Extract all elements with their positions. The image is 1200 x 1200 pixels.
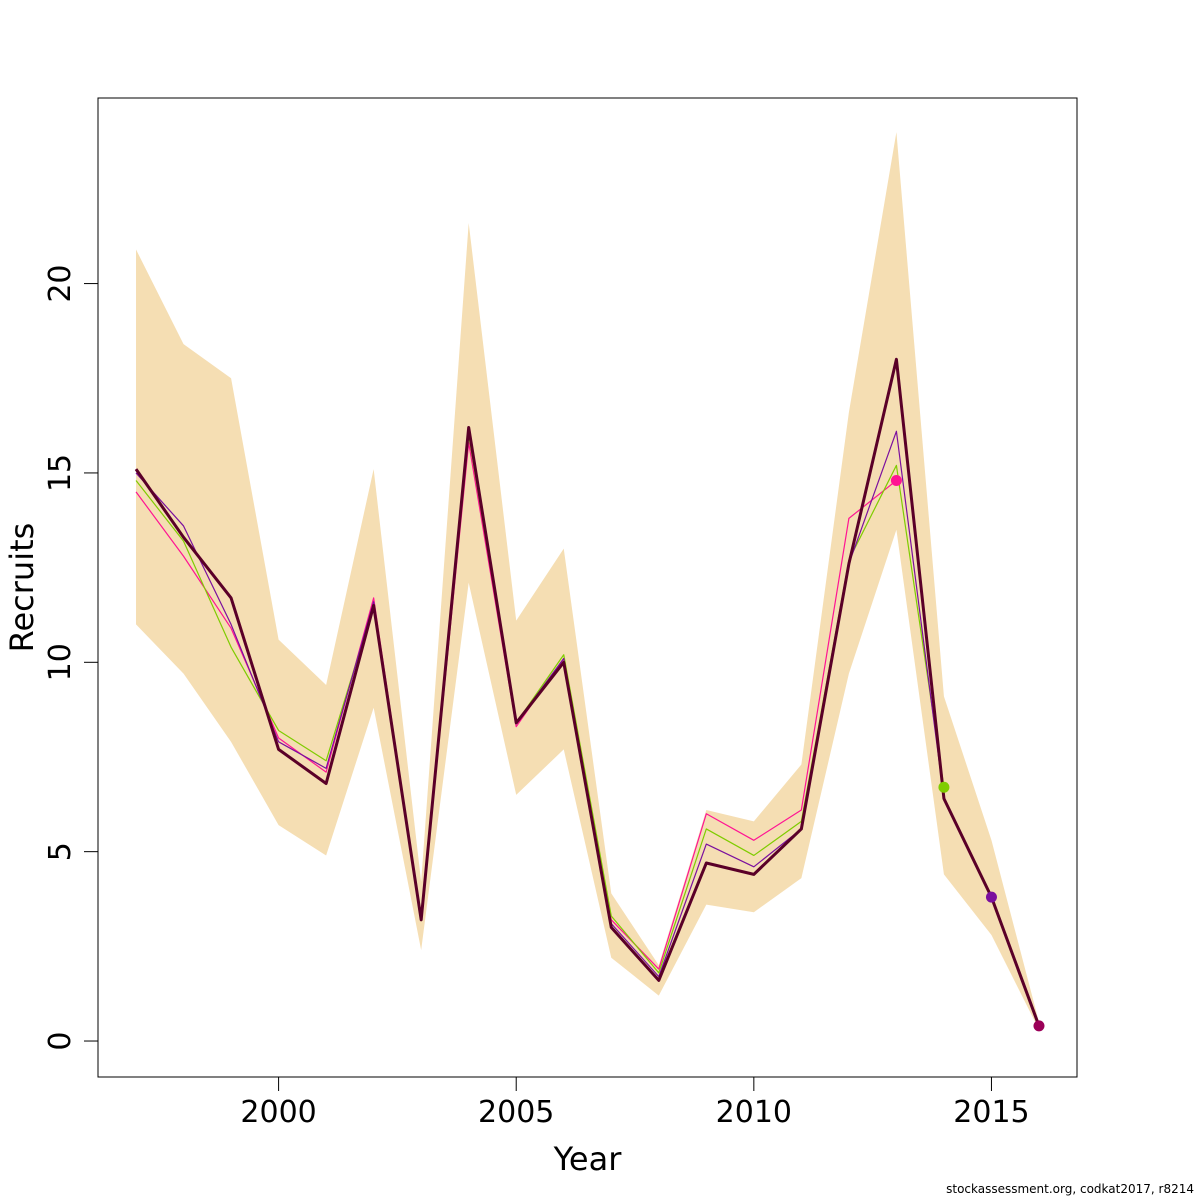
x-tick-label: 2005 — [478, 1095, 554, 1130]
y-tick-label: 10 — [43, 643, 78, 681]
y-tick-label: 15 — [43, 454, 78, 492]
series-layer — [134, 357, 1041, 1027]
series-end-point-1 — [938, 781, 950, 793]
series-end-point-3 — [1033, 1020, 1045, 1032]
y-axis: 0 5 10 15 20 — [43, 264, 99, 1051]
series-end-point-2 — [985, 891, 997, 903]
end-marker-layer — [890, 475, 1045, 1032]
x-axis-title: Year — [553, 1140, 623, 1178]
x-tick-label: 2015 — [953, 1095, 1029, 1130]
x-tick-label: 2010 — [716, 1095, 792, 1130]
y-axis-title: Recruits — [3, 523, 41, 653]
x-axis: 2000 2005 2010 2015 — [240, 1076, 1030, 1130]
footer-credit: stockassessment.org, codkat2017, r8214 — [946, 1182, 1194, 1196]
y-tick-label: 20 — [43, 264, 78, 302]
series-line-4 — [134, 357, 1041, 1027]
confidence-band — [136, 132, 1039, 1030]
series-end-point-0 — [890, 475, 902, 487]
y-tick-label: 0 — [43, 1031, 78, 1050]
x-tick-label: 2000 — [240, 1095, 316, 1130]
y-tick-label: 5 — [43, 842, 78, 861]
confidence-band-layer — [136, 132, 1039, 1030]
